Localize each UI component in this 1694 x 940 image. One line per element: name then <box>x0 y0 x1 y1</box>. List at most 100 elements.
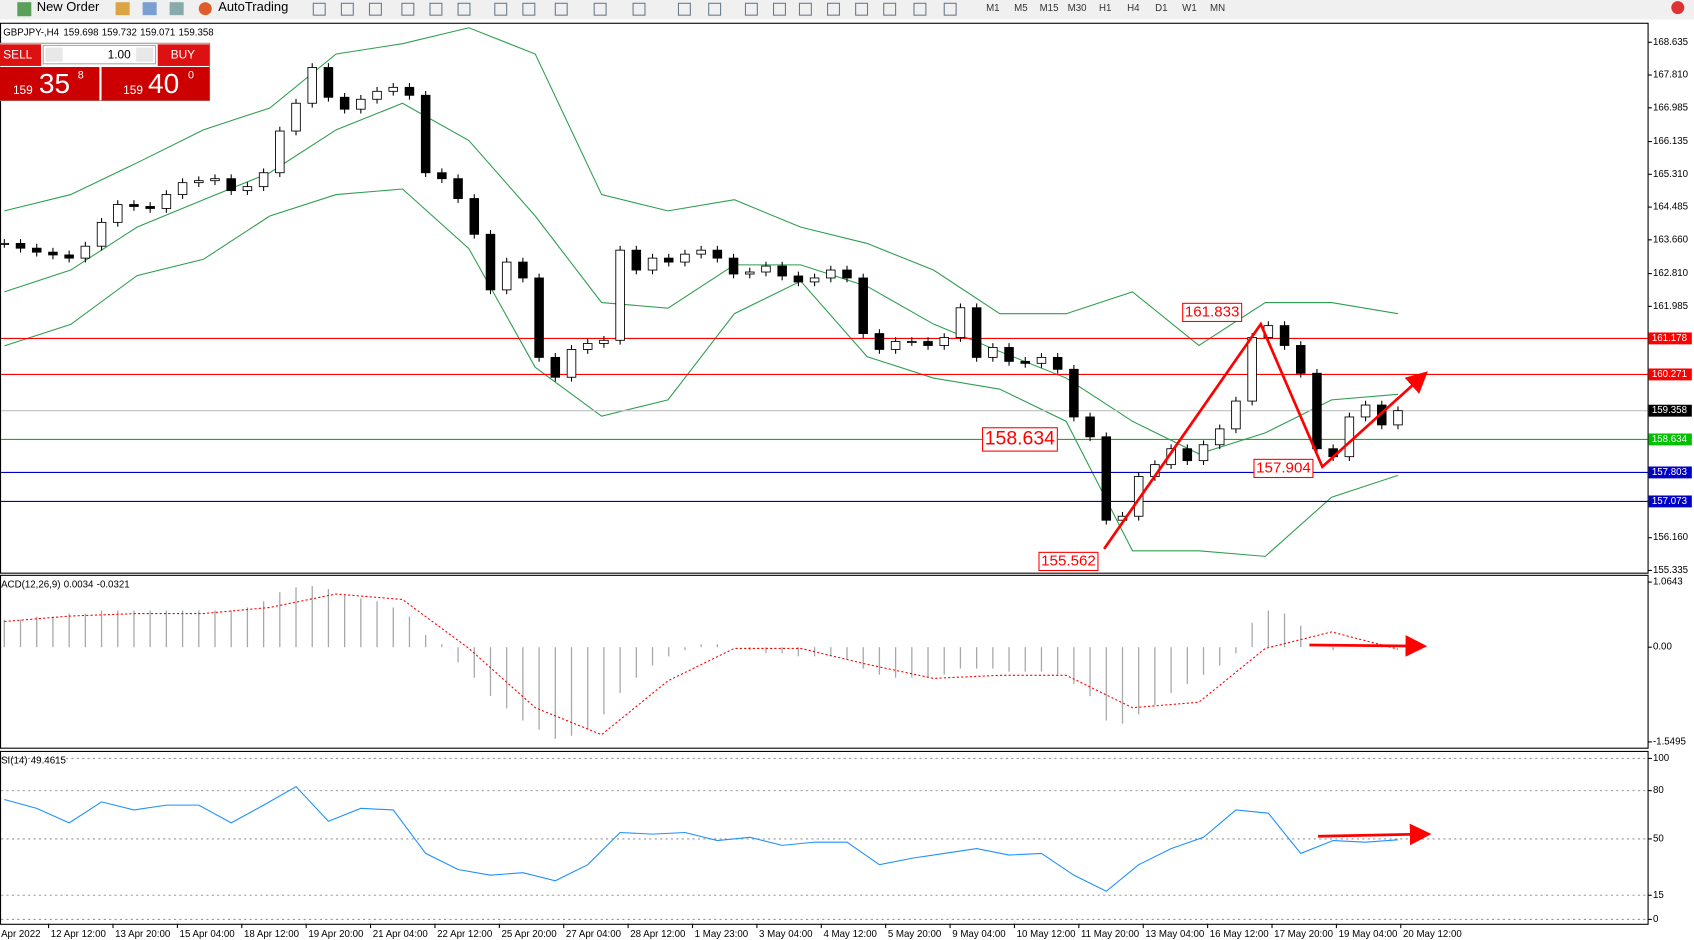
new-order-button[interactable]: New Order <box>17 0 100 17</box>
toolbar-icon[interactable] <box>368 2 382 16</box>
sell-price-pips[interactable]: 35 <box>39 68 70 99</box>
volume-down[interactable] <box>45 47 63 62</box>
candle <box>777 265 787 277</box>
buy-price-box[interactable] <box>101 67 210 101</box>
toolbar-icon[interactable] <box>522 2 536 16</box>
x-tick-label: 10 May 12:00 <box>1017 929 1076 940</box>
price-level-label: 160.271 <box>1652 369 1687 380</box>
auto-trading-label[interactable]: AutoTrading <box>218 0 288 14</box>
volume-up[interactable] <box>136 47 154 62</box>
candle <box>1279 325 1290 346</box>
timeframe-button[interactable]: W1 <box>1182 3 1197 14</box>
toolbar-icon[interactable] <box>494 2 508 16</box>
candle <box>1085 416 1095 438</box>
candle <box>404 86 415 96</box>
sell-price-box[interactable] <box>0 67 100 101</box>
buy-button[interactable] <box>157 44 210 66</box>
rsi-panel <box>0 750 1649 925</box>
candle <box>1133 476 1144 517</box>
toolbar-icon[interactable] <box>855 2 869 16</box>
toolbar-icon[interactable] <box>943 2 957 16</box>
signal-value: -0.0321 <box>97 579 130 590</box>
buy-label[interactable]: BUY <box>171 47 195 61</box>
x-tick-label: 9 May 04:00 <box>952 929 1006 940</box>
candle <box>826 269 836 279</box>
bollinger-lower <box>4 188 1399 557</box>
timeframe-button[interactable]: M1 <box>986 3 1000 14</box>
volume-input[interactable] <box>42 44 157 65</box>
volume-value[interactable]: 1.00 <box>108 47 132 61</box>
toolbar-icon[interactable] <box>429 2 443 16</box>
candle <box>64 254 74 259</box>
timeframe-button[interactable]: H4 <box>1127 3 1140 14</box>
low: 159.071 <box>140 27 175 38</box>
timeframe-button[interactable]: H1 <box>1099 3 1111 14</box>
toolbar-icon[interactable] <box>312 2 326 16</box>
buy-price-pips[interactable]: 40 <box>148 68 179 99</box>
toolbar-icon[interactable] <box>708 2 722 16</box>
toolbar-icon[interactable] <box>913 2 927 16</box>
icon[interactable] <box>169 2 184 16</box>
y-tick-label: 155.335 <box>1653 565 1688 576</box>
icon[interactable] <box>115 2 130 16</box>
toolbar-icon[interactable] <box>744 2 758 16</box>
toolbar-icon[interactable] <box>340 2 354 16</box>
toolbar-icon[interactable] <box>772 2 786 16</box>
sell-label[interactable]: SELL <box>3 47 32 61</box>
toolbar-icon[interactable] <box>677 2 691 16</box>
candle <box>728 257 739 275</box>
candle <box>1069 368 1079 418</box>
candle <box>647 257 658 271</box>
price-level-label: 157.803 <box>1652 467 1687 478</box>
candle <box>323 67 334 98</box>
candle <box>372 90 382 100</box>
auto-trading-button[interactable]: AutoTrading <box>198 0 289 16</box>
toolbar-icon[interactable] <box>798 2 812 16</box>
candle <box>550 356 561 378</box>
candle <box>275 130 285 174</box>
y-tick-label: 164.485 <box>1653 202 1688 213</box>
x-tick-label: 11 May 20:00 <box>1081 929 1140 940</box>
timeframe-button[interactable]: M30 <box>1068 3 1088 14</box>
bollinger-middle <box>4 102 1399 455</box>
sell-button[interactable] <box>0 44 42 66</box>
sell-price-big[interactable]: 159 <box>13 83 33 97</box>
toolbar-icon[interactable] <box>827 2 840 16</box>
annotation-box <box>1182 302 1243 323</box>
candle <box>745 271 755 275</box>
candle <box>971 307 982 358</box>
rsi-info: SI(14) 49.4615 <box>1 755 66 766</box>
new-order-label[interactable]: New Order <box>37 0 100 14</box>
candle <box>388 86 399 92</box>
timeframe-button[interactable]: M15 <box>1040 3 1059 14</box>
notification[interactable] <box>1671 1 1685 15</box>
toolbar-icon[interactable] <box>883 2 897 16</box>
annotation-box <box>1038 551 1099 572</box>
sell-price-point[interactable]: 8 <box>78 70 84 82</box>
annotation: 155.562 <box>1041 552 1096 569</box>
buy-price-point[interactable]: 0 <box>188 70 194 82</box>
macd-arrow <box>1309 635 1428 657</box>
candle <box>615 249 625 341</box>
icon[interactable] <box>142 2 157 16</box>
toolbar-icon[interactable] <box>593 2 607 16</box>
candle <box>1231 400 1241 430</box>
toolbar-icon[interactable] <box>457 2 471 16</box>
toolbar-icon[interactable] <box>401 2 415 16</box>
candle <box>874 333 885 350</box>
candle <box>631 249 642 271</box>
timeframe-button[interactable]: MN <box>1210 3 1225 14</box>
y-tick-label: 166.985 <box>1653 102 1688 113</box>
buy-price-big[interactable]: 159 <box>123 83 143 97</box>
y-tick-label: 0 <box>1653 914 1659 925</box>
main-panel <box>0 22 1649 574</box>
high: 159.732 <box>102 27 137 38</box>
candle <box>809 277 820 283</box>
x-tick-label: 12 Apr 12:00 <box>51 929 107 940</box>
candle <box>1377 404 1387 426</box>
toolbar-icon[interactable] <box>554 2 568 16</box>
toolbar-icon[interactable] <box>632 2 646 16</box>
timeframe-button[interactable]: D1 <box>1155 3 1167 14</box>
toolbar <box>0 0 1694 20</box>
timeframe-button[interactable]: M5 <box>1014 3 1028 14</box>
